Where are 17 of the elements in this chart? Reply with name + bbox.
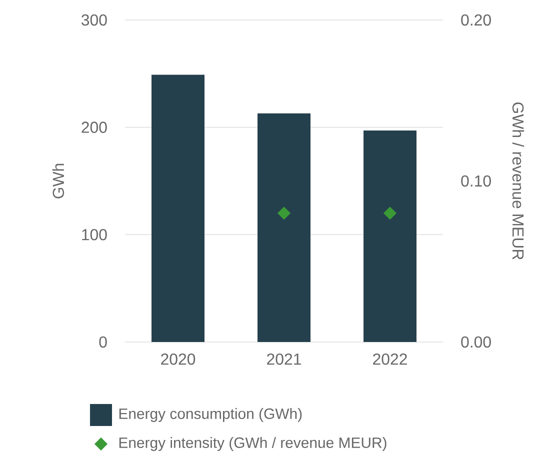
y2-tick-label: 0.10 <box>461 175 491 187</box>
x-tick-label: 2022 <box>373 354 407 365</box>
y-tick-label: 100 <box>82 229 107 240</box>
y2-axis-title: GWh / revenue MEUR <box>512 102 524 260</box>
x-tick-label: 2021 <box>267 354 301 365</box>
legend-label: Energy consumption (GWh) <box>119 408 302 422</box>
legend-label: Energy intensity (GWh / revenue MEUR) <box>119 437 386 451</box>
y-tick-label: 200 <box>82 122 107 133</box>
y-tick-label: 300 <box>82 14 107 26</box>
y-tick-label: 0 <box>99 336 107 348</box>
x-tick-label: 2020 <box>161 354 196 365</box>
y2-tick-label: 0.00 <box>461 336 491 348</box>
bar <box>152 74 205 342</box>
bar <box>258 113 311 342</box>
y-axis-title: GWh <box>52 164 64 198</box>
y2-tick-label: 0.20 <box>461 14 491 26</box>
bar <box>364 130 417 342</box>
